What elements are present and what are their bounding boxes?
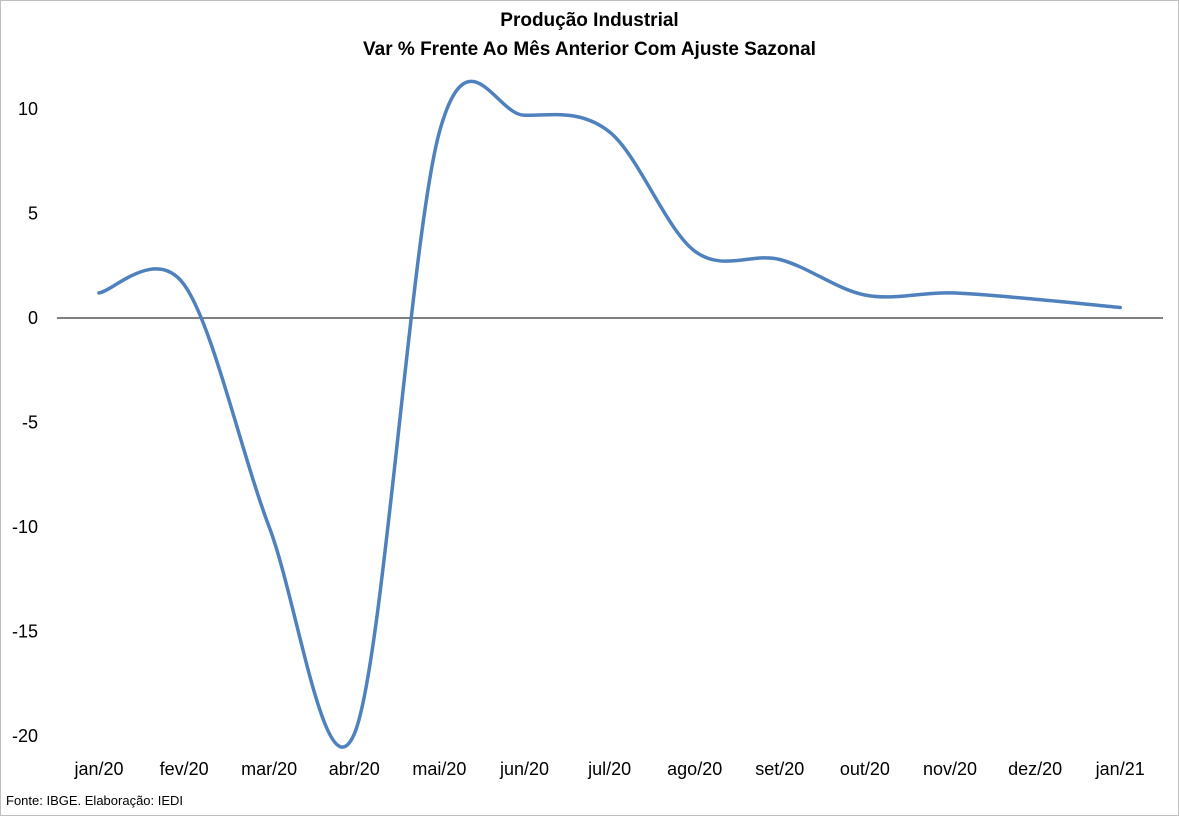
data-point-jul-20 bbox=[608, 130, 612, 134]
chart-title: Produção Industrial bbox=[500, 10, 679, 31]
x-tick-label: fev/20 bbox=[160, 759, 209, 779]
x-tick-label: set/20 bbox=[755, 759, 804, 779]
x-tick-label: out/20 bbox=[840, 759, 890, 779]
data-point-jun-20 bbox=[523, 113, 526, 117]
data-point-nov-20 bbox=[948, 291, 952, 295]
data-point-jan-21 bbox=[1118, 306, 1122, 310]
data-point-dez-20 bbox=[1033, 297, 1037, 301]
x-tick-label: abr/20 bbox=[329, 759, 380, 779]
data-points bbox=[97, 113, 1122, 736]
data-point-set-20 bbox=[778, 257, 782, 261]
y-tick-label: -20 bbox=[12, 726, 38, 746]
x-tick-label: jan/21 bbox=[1095, 759, 1145, 779]
x-tick-label: dez/20 bbox=[1008, 759, 1062, 779]
y-tick-label: -10 bbox=[12, 517, 38, 537]
data-point-jan-20 bbox=[97, 291, 101, 295]
chart-subtitle: Var % Frente Ao Mês Anterior Com Ajuste … bbox=[363, 39, 816, 60]
chart-title-block: Produção Industrial Var % Frente Ao Mês … bbox=[0, 6, 1179, 64]
data-point-abr-20 bbox=[352, 732, 356, 736]
source-note: Fonte: IBGE. Elaboração: IEDI bbox=[6, 793, 184, 808]
series-line bbox=[97, 79, 1122, 749]
data-point-ago-20 bbox=[693, 249, 697, 253]
y-tick-label: 0 bbox=[28, 308, 38, 328]
x-axis-ticks: jan/20 fev/20 mar/20 abr/20 mai/20 jun/20 jul/… bbox=[73, 759, 1144, 779]
x-tick-label: mar/20 bbox=[241, 759, 297, 779]
x-tick-label: mai/20 bbox=[412, 759, 466, 779]
data-point-fev-20 bbox=[182, 283, 186, 287]
x-tick-label: nov/20 bbox=[923, 759, 977, 779]
x-tick-label: jun/20 bbox=[499, 759, 549, 779]
data-point-out-20 bbox=[863, 293, 867, 297]
x-tick-label: ago/20 bbox=[667, 759, 722, 779]
y-tick-label: -5 bbox=[22, 413, 38, 433]
x-tick-label: jan/20 bbox=[73, 759, 123, 779]
y-axis-ticks: 10 5 0 -5 -10 -15 -20 bbox=[12, 99, 38, 746]
data-point-mai-20 bbox=[437, 130, 441, 134]
data-point-mar-20 bbox=[267, 525, 271, 529]
x-tick-label: jul/20 bbox=[587, 759, 631, 779]
y-tick-label: 10 bbox=[18, 99, 38, 119]
y-tick-label: -15 bbox=[12, 622, 38, 642]
y-tick-label: 5 bbox=[28, 204, 38, 224]
